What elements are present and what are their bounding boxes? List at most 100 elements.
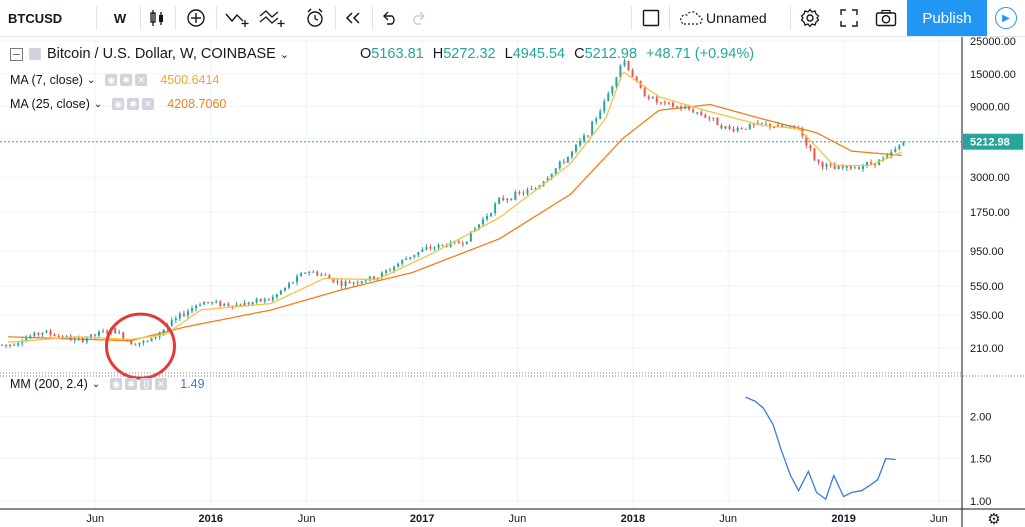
candle-up	[611, 86, 614, 94]
y-tick-label: 950.00	[970, 246, 1004, 258]
candle-down	[130, 340, 133, 345]
close-icon[interactable]: ✕	[155, 378, 168, 390]
y-tick-label: 210.00	[970, 343, 1004, 355]
candle-up	[558, 161, 561, 169]
candle-down	[69, 336, 72, 341]
chart-area[interactable]: 25000.0015000.009000.005500.003000.00175…	[0, 37, 1025, 527]
candle-down	[134, 344, 137, 346]
cloud-icon[interactable]	[676, 0, 706, 36]
candle-up	[393, 266, 396, 271]
candle-down	[457, 241, 460, 244]
candle-down	[114, 327, 117, 334]
add-indicator-icon[interactable]	[184, 0, 208, 36]
candle-up	[486, 216, 489, 220]
publish-button[interactable]: Publish	[907, 0, 987, 36]
fullscreen-icon[interactable]	[836, 0, 862, 36]
gear-icon[interactable]: ⚙	[987, 511, 1000, 527]
candle-up	[186, 311, 189, 316]
play-icon[interactable]: ▶	[987, 0, 1025, 36]
open-label: O	[360, 46, 372, 62]
candle-down	[874, 163, 877, 166]
candle-up	[417, 251, 420, 255]
candle-up	[789, 125, 792, 127]
replay-icon[interactable]	[342, 0, 364, 36]
low-value: 4945.54	[512, 46, 566, 62]
legend-main: Bitcoin / U.S. Dollar, W, COINBASE ⌄	[10, 46, 289, 62]
indicators-icon[interactable]	[256, 0, 288, 36]
settings-icon[interactable]	[798, 0, 822, 36]
y-tick-label: 25000.00	[970, 37, 1016, 48]
candle-up	[902, 142, 905, 146]
candle-up	[203, 302, 206, 305]
close-value: 5212.98	[584, 46, 638, 62]
source-code-icon[interactable]: {}	[140, 378, 153, 390]
layout-icon[interactable]	[640, 0, 662, 36]
ma7-label: MA (7, close)	[10, 73, 83, 87]
candle-up	[882, 158, 885, 160]
redo-icon[interactable]	[408, 0, 428, 36]
candle-down	[643, 88, 646, 97]
close-icon[interactable]: ✕	[142, 98, 155, 110]
candle-down	[348, 281, 351, 284]
candle-up	[199, 304, 202, 306]
candle-up	[441, 244, 444, 246]
candle-up	[861, 165, 864, 169]
alert-icon[interactable]	[302, 0, 328, 36]
chevron-down-icon[interactable]: ⌄	[91, 378, 101, 390]
candle-up	[566, 156, 569, 163]
chevron-down-icon[interactable]: ⌄	[279, 48, 290, 61]
candle-up	[437, 244, 440, 248]
candle-up	[251, 302, 254, 305]
eye-icon[interactable]: ◉	[105, 74, 118, 86]
candle-up	[603, 101, 606, 112]
mm-line	[745, 396, 896, 501]
chevron-down-icon[interactable]: ⌄	[93, 98, 103, 110]
candle-down	[809, 145, 812, 149]
gear-icon[interactable]: ✱	[125, 378, 138, 390]
x-tick-label: Jun	[930, 513, 948, 525]
symbol-search[interactable]: BTCUSD	[8, 10, 63, 26]
candle-up	[777, 124, 780, 128]
compare-icon[interactable]	[222, 0, 252, 36]
close-label: C	[574, 46, 585, 62]
candle-down	[821, 162, 824, 167]
x-tick-label: 2019	[831, 513, 855, 525]
candle-down	[841, 166, 844, 168]
candle-up	[409, 256, 412, 259]
legend-title: Bitcoin / U.S. Dollar, W, COINBASE	[47, 46, 276, 62]
collapse-icon[interactable]	[10, 47, 23, 61]
candle-down	[219, 301, 222, 306]
candle-up	[98, 331, 101, 336]
ma7-path	[8, 71, 903, 343]
candle-up	[651, 96, 654, 99]
candle-up	[85, 338, 88, 342]
candle-up	[118, 332, 121, 334]
undo-icon[interactable]	[380, 0, 400, 36]
candle-up	[878, 159, 881, 166]
eye-icon[interactable]: ◉	[110, 378, 123, 390]
chevron-down-icon[interactable]: ⌄	[86, 74, 96, 86]
eye-icon[interactable]: ◉	[112, 98, 125, 110]
gear-icon[interactable]: ✱	[127, 98, 140, 110]
candles-icon[interactable]	[146, 0, 168, 36]
candle-up	[170, 320, 173, 326]
play-icon-circle: ▶	[995, 7, 1017, 29]
candle-down	[122, 332, 125, 340]
top-toolbar: BTCUSD W Unnamed Publish	[0, 0, 1025, 37]
interval-button[interactable]: W	[113, 10, 127, 26]
candle-up	[554, 168, 557, 174]
candle-down	[372, 276, 375, 280]
candle-up	[223, 303, 226, 306]
candle-up	[506, 198, 509, 201]
candle-up	[102, 331, 105, 333]
gear-icon[interactable]: ✱	[120, 74, 133, 86]
mm-path	[745, 396, 896, 501]
candle-down	[49, 331, 52, 335]
candle-up	[514, 191, 517, 200]
candle-up	[336, 280, 339, 283]
snapshot-icon[interactable]	[873, 0, 899, 36]
legend-ma25: MA (25, close) ⌄ ◉ ✱ ✕ 4208.7060	[10, 97, 226, 111]
toolbar-divider	[372, 6, 373, 30]
layout-name[interactable]: Unnamed	[706, 10, 767, 26]
close-icon[interactable]: ✕	[135, 74, 148, 86]
